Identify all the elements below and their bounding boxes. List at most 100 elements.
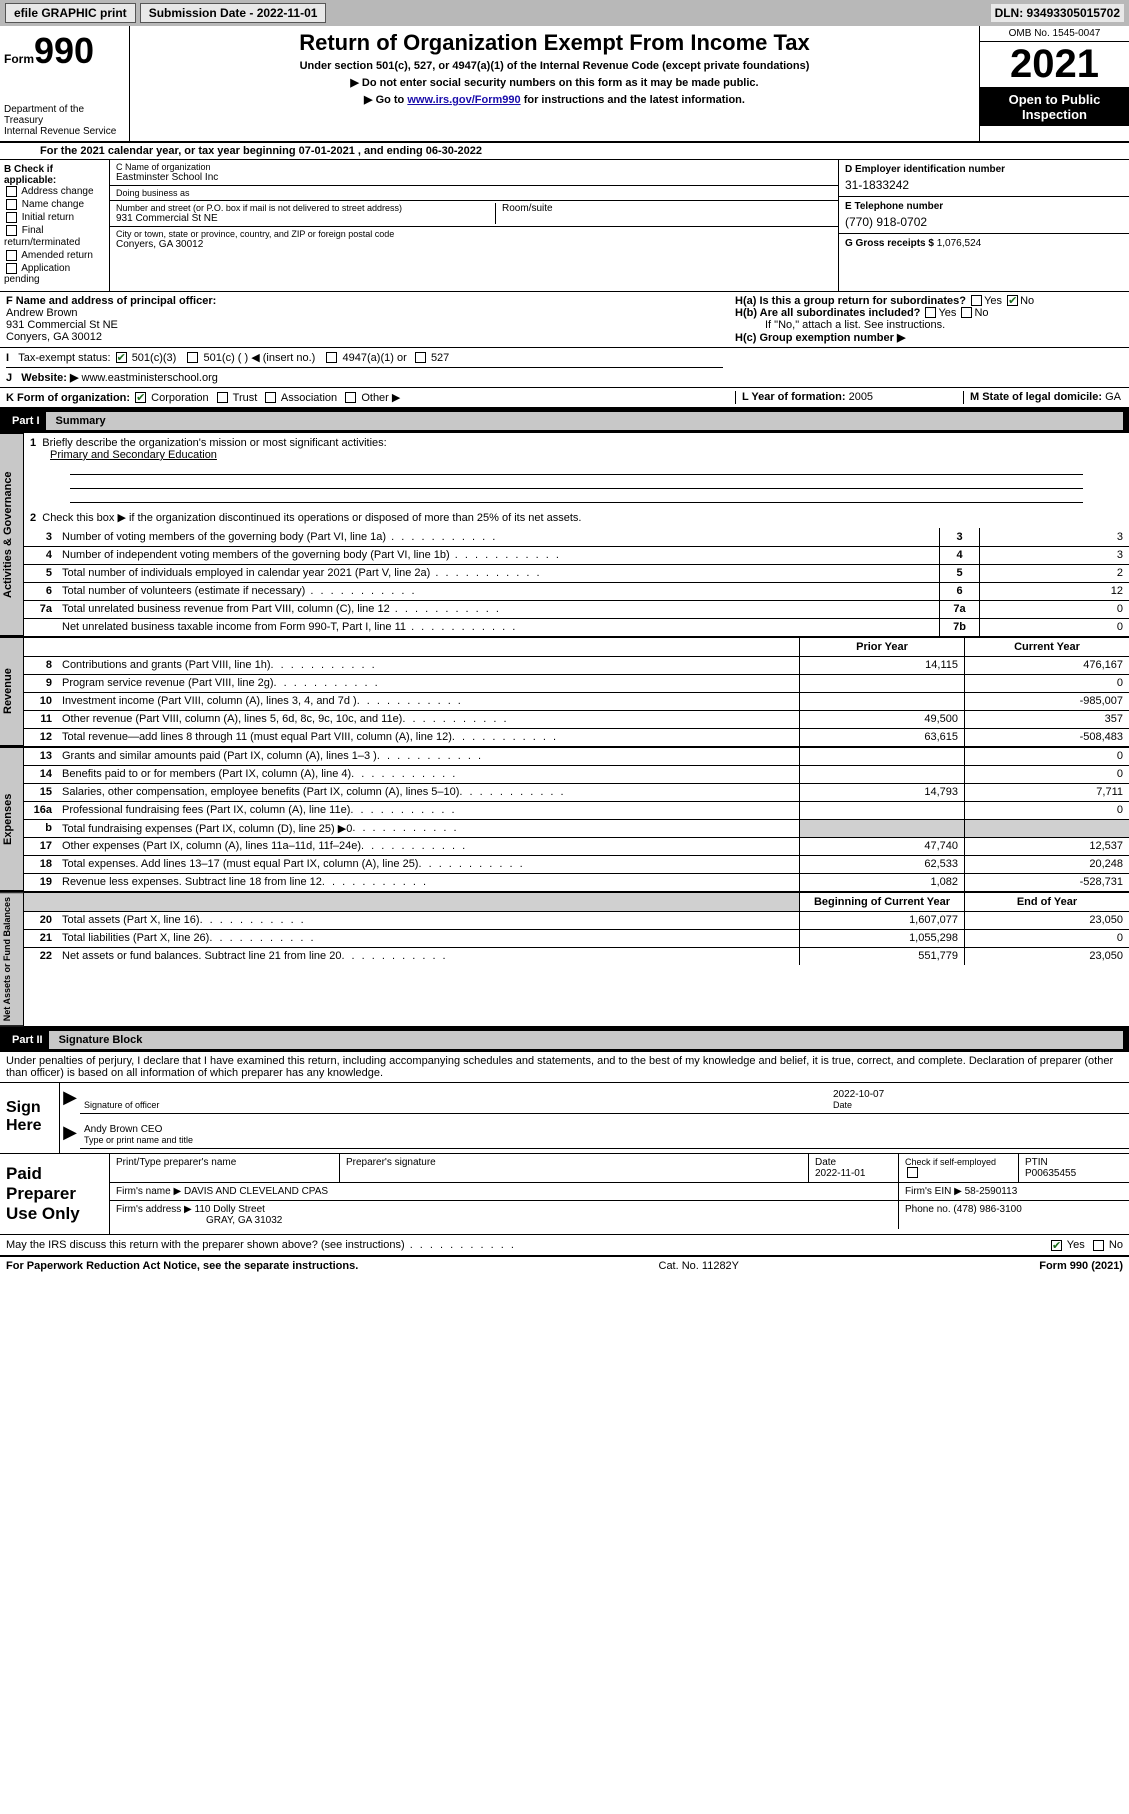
data-line: 8Contributions and grants (Part VIII, li… [24,656,1129,674]
q1-answer: Primary and Secondary Education [50,449,217,461]
paid-preparer-label: Paid Preparer Use Only [0,1154,110,1234]
sig-date-field: 2022-10-07Date [829,1087,1129,1114]
box-b: B Check if applicable: Address change Na… [0,160,110,291]
website-value: www.eastministerschool.org [82,372,218,384]
chk-address-change[interactable]: Address change [4,186,105,197]
part2-header: Part II Signature Block [0,1028,1129,1052]
data-line: 22Net assets or fund balances. Subtract … [24,947,1129,965]
data-line: 14Benefits paid to or for members (Part … [24,765,1129,783]
officer-name-field: Andy Brown CEOType or print name and tit… [80,1122,1129,1149]
firm-name-cell: Firm's name ▶ DAVIS AND CLEVELAND CPAS [110,1183,899,1200]
row-f-h: F Name and address of principal officer:… [0,292,1129,348]
org-name: Eastminster School Inc [116,172,832,183]
tab-expenses: Expenses [0,747,24,891]
line-a: For the 2021 calendar year, or tax year … [0,143,1129,160]
ein-label: D Employer identification number [845,164,1005,175]
omb-number: OMB No. 1545-0047 [980,26,1129,42]
chk-amended[interactable]: Amended return [4,250,105,261]
discuss-yes[interactable]: Yes [1049,1239,1085,1251]
dept-label: Department of the Treasury Internal Reve… [4,104,125,137]
entity-grid: B Check if applicable: Address change Na… [0,160,1129,292]
data-line: 21Total liabilities (Part X, line 26)1,0… [24,929,1129,947]
sect-netassets: Net Assets or Fund Balances Beginning of… [0,892,1129,1028]
row-l: L Year of formation: 2005 [735,391,963,404]
box-b-title: B Check if applicable: [4,164,105,186]
box-de: D Employer identification number 31-1833… [839,160,1129,291]
footer: For Paperwork Reduction Act Notice, see … [0,1255,1129,1275]
sect-revenue: Revenue Prior YearCurrent Year8Contribut… [0,637,1129,747]
discuss-row: May the IRS discuss this return with the… [0,1234,1129,1255]
row-i: I Tax-exempt status: 501(c)(3) 501(c) ( … [6,351,723,364]
form-header: Form990 Department of the Treasury Inter… [0,26,1129,143]
part1-num: Part I [6,415,46,427]
chk-final[interactable]: Final return/terminated [4,225,105,247]
form-number: 990 [34,30,94,71]
gov-line: 5Total number of individuals employed in… [24,564,1129,582]
officer-addr: 931 Commercial St NE Conyers, GA 30012 [6,319,723,343]
arrow-icon: ▶ [60,1122,80,1149]
subtitle-3: ▶ Go to www.irs.gov/Form990 for instruct… [138,93,971,106]
gov-line: 6Total number of volunteers (estimate if… [24,582,1129,600]
q2-text: Check this box ▶ if the organization dis… [42,512,581,524]
sub3-post: for instructions and the latest informat… [521,94,745,106]
q1-text: Briefly describe the organization's miss… [42,437,386,449]
irs-link[interactable]: www.irs.gov/Form990 [407,94,520,106]
sect-governance: Activities & Governance 1 Briefly descri… [0,433,1129,637]
dba-label: Doing business as [116,188,832,198]
box-c: C Name of organization Eastminster Schoo… [110,160,839,291]
sect-expenses: Expenses 13Grants and similar amounts pa… [0,747,1129,892]
data-line: 9Program service revenue (Part VIII, lin… [24,674,1129,692]
declaration-text: Under penalties of perjury, I declare th… [0,1052,1129,1082]
tab-governance: Activities & Governance [0,433,24,636]
data-line: 17Other expenses (Part IX, column (A), l… [24,837,1129,855]
addr-value: 931 Commercial St NE [116,213,495,224]
ein-value: 31-1833242 [845,175,1123,192]
gov-line: 7aTotal unrelated business revenue from … [24,600,1129,618]
row-j: J Website: ▶ www.eastministerschool.org [6,367,723,384]
chk-initial[interactable]: Initial return [4,212,105,223]
discuss-no[interactable]: No [1091,1239,1123,1251]
efile-button[interactable]: efile GRAPHIC print [5,3,136,23]
phone-value: (770) 918-0702 [845,212,1123,229]
room-label: Room/suite [496,203,553,224]
ptin-cell: PTINP00635455 [1019,1154,1129,1182]
sig-officer-field: Signature of officer [80,1087,829,1114]
data-line: 11Other revenue (Part VIII, column (A), … [24,710,1129,728]
sign-here-label: Sign Here [0,1083,60,1153]
data-line: 16aProfessional fundraising fees (Part I… [24,801,1129,819]
gov-line: Net unrelated business taxable income fr… [24,618,1129,636]
phone-label: E Telephone number [845,201,943,212]
tab-revenue: Revenue [0,637,24,746]
submission-date: Submission Date - 2022-11-01 [140,3,327,23]
form-prefix: Form [4,52,34,66]
gross-value: 1,076,524 [937,238,982,249]
gov-line: 3Number of voting members of the governi… [24,528,1129,546]
h-a: H(a) Is this a group return for subordin… [735,295,1123,307]
firm-addr-cell: Firm's address ▶ 110 Dolly StreetGRAY, G… [110,1201,899,1229]
h-b-note: If "No," attach a list. See instructions… [735,319,1123,331]
preparer-row: Paid Preparer Use Only Print/Type prepar… [0,1153,1129,1234]
row-m: M State of legal domicile: GA [963,391,1123,404]
subtitle-1: Under section 501(c), 527, or 4947(a)(1)… [138,60,971,72]
col-begin: Beginning of Current Year [799,893,964,911]
firm-phone-cell: Phone no. (478) 986-3100 [899,1201,1129,1229]
gov-line: 4Number of independent voting members of… [24,546,1129,564]
officer-name: Andrew Brown [6,307,723,319]
gross-label: G Gross receipts $ [845,238,934,249]
top-bar: efile GRAPHIC print Submission Date - 20… [0,0,1129,26]
header-left: Form990 Department of the Treasury Inter… [0,26,130,141]
data-line: bTotal fundraising expenses (Part IX, co… [24,819,1129,837]
data-line: 19Revenue less expenses. Subtract line 1… [24,873,1129,891]
data-line: 15Salaries, other compensation, employee… [24,783,1129,801]
form-title: Return of Organization Exempt From Incom… [138,30,971,56]
chk-name-change[interactable]: Name change [4,199,105,210]
h-b: H(b) Are all subordinates included? Yes … [735,307,1123,319]
data-line: 18Total expenses. Add lines 13–17 (must … [24,855,1129,873]
part1-header: Part I Summary [0,409,1129,433]
dln-label: DLN: 93493305015702 [991,4,1124,22]
chk-pending[interactable]: Application pending [4,263,105,285]
col-end: End of Year [964,893,1129,911]
prep-name-label: Print/Type preparer's name [110,1154,340,1182]
subtitle-2: ▶ Do not enter social security numbers o… [138,76,971,89]
tax-year: 2021 [980,42,1129,88]
